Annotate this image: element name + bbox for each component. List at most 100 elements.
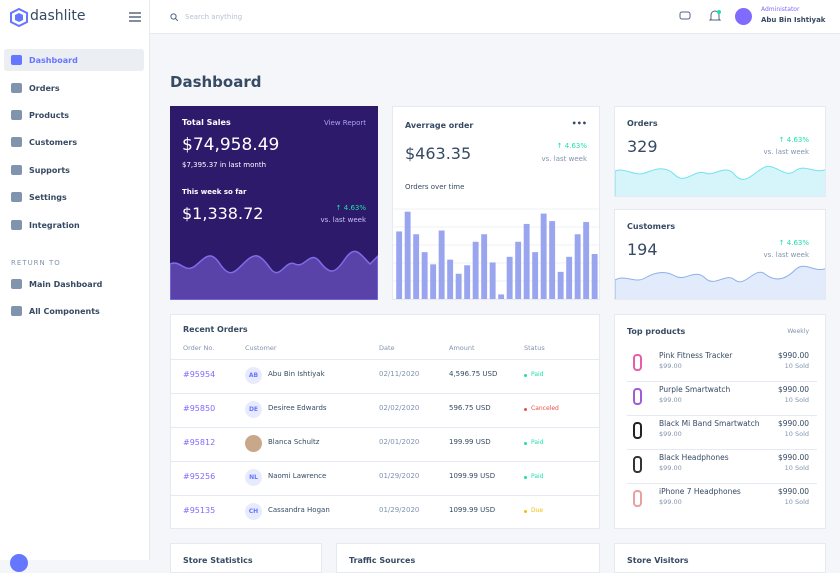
product-total: $990.00 [777,351,809,360]
order-amount: 1099.99 USD [449,472,496,480]
customer-name: Blanca Schultz [268,438,320,446]
chat-icon[interactable] [679,11,691,22]
bar [574,234,581,299]
bar [489,262,496,299]
bar [583,222,590,299]
row-divider [171,495,599,496]
product-image [633,490,642,507]
menu-item[interactable]: Products [29,111,70,120]
bar [498,294,505,299]
product-sold: 10 Sold [784,430,809,438]
sales-wave [170,250,378,300]
customer-avatar: DE [245,401,262,418]
card-title: Recent Orders [183,325,248,334]
header [150,0,840,34]
column-header: Status [524,344,545,352]
row-divider [627,449,817,450]
menu-icon [11,165,22,175]
chart-label: Orders over time [405,183,465,191]
column-header: Order No. [183,344,215,352]
row-divider [171,427,599,428]
product-name: Black Headphones [659,453,729,462]
menu-icon [11,220,22,230]
search-icon [170,13,178,21]
order-status: Paid [531,473,544,480]
order-date: 01/29/2020 [379,472,420,480]
customers-sparkline [615,265,825,299]
menu-icon [11,137,22,147]
order-no[interactable]: #95850 [183,404,216,413]
menu-item[interactable]: Supports [29,166,70,175]
menu-icon [11,306,22,316]
traffic-sources-card: Traffic Sources [336,543,600,573]
customer-avatar: NL [245,469,262,486]
card-title: Store Visitors [627,556,689,565]
brand: dashlite [30,8,86,24]
order-no[interactable]: #95135 [183,506,216,515]
top-products-card: Top products Weekly Pink Fitness Tracker… [614,314,826,529]
menu-toggle[interactable] [129,12,141,22]
section-label: RETURN TO [11,259,61,267]
product-name: Black Mi Band Smartwatch [659,419,760,428]
menu-item[interactable]: Integration [29,221,80,230]
active-item-bg [4,49,144,71]
customer-name: Desiree Edwards [268,404,327,412]
product-name: iPhone 7 Headphones [659,487,741,496]
column-header: Amount [449,344,475,352]
order-date: 02/02/2020 [379,404,420,412]
product-total: $990.00 [777,487,809,496]
orders-value: 329 [627,137,658,156]
bar [396,231,403,299]
order-no[interactable]: #95812 [183,438,216,447]
bar [430,264,437,299]
user-avatar[interactable] [735,8,752,25]
bar [464,265,471,299]
product-price: $99.00 [659,362,682,370]
product-total: $990.00 [777,385,809,394]
change-note: vs. last week [763,148,809,156]
bell-icon[interactable] [709,10,721,23]
bar [523,223,530,299]
status-dot [524,374,527,377]
order-amount: 1099.99 USD [449,506,496,514]
change: ↑ 4.63% [556,142,587,150]
change-note: vs. last week [541,155,587,163]
more-menu[interactable]: ••• [571,119,587,128]
return-link[interactable]: Main Dashboard [29,280,103,289]
return-link[interactable]: All Components [29,307,100,316]
row-divider [627,415,817,416]
period-select[interactable]: Weekly [787,328,809,335]
card-title: Top products [627,327,686,336]
change: ↑ 4.63% [778,136,809,144]
customer-name: Naomi Lawrence [268,472,327,480]
menu-item[interactable]: Customers [29,138,78,147]
product-name: Pink Fitness Tracker [659,351,733,360]
menu-item[interactable]: Orders [29,84,60,93]
product-sold: 10 Sold [784,464,809,472]
sales-sub: $7,395.37 in last month [182,161,267,169]
user-name[interactable]: Abu Bin Ishtiyak [761,16,826,24]
bar [557,271,564,299]
menu-icon [11,192,22,202]
status-dot [524,442,527,445]
menu-item[interactable]: Dashboard [29,56,78,65]
column-header: Customer [245,344,277,352]
order-no[interactable]: #95954 [183,370,216,379]
menu-item[interactable]: Settings [29,193,67,202]
avg-amount: $463.35 [405,144,472,163]
page-title: Dashboard [170,73,262,91]
customer-avatar: AB [245,367,262,384]
recent-orders-card: Recent Orders Order No. Customer Date Amoun… [170,314,600,529]
search-input[interactable]: Search anything [185,13,243,21]
order-amount: 199.99 USD [449,438,491,446]
order-no[interactable]: #95256 [183,472,216,481]
change: ↑ 4.63% [335,204,366,212]
product-price: $99.00 [659,396,682,404]
view-report[interactable]: View Report [323,119,366,127]
bar [506,256,513,299]
product-price: $99.00 [659,430,682,438]
sidebar [0,0,150,560]
order-date: 02/01/2020 [379,438,420,446]
order-status: Paid [531,371,544,378]
